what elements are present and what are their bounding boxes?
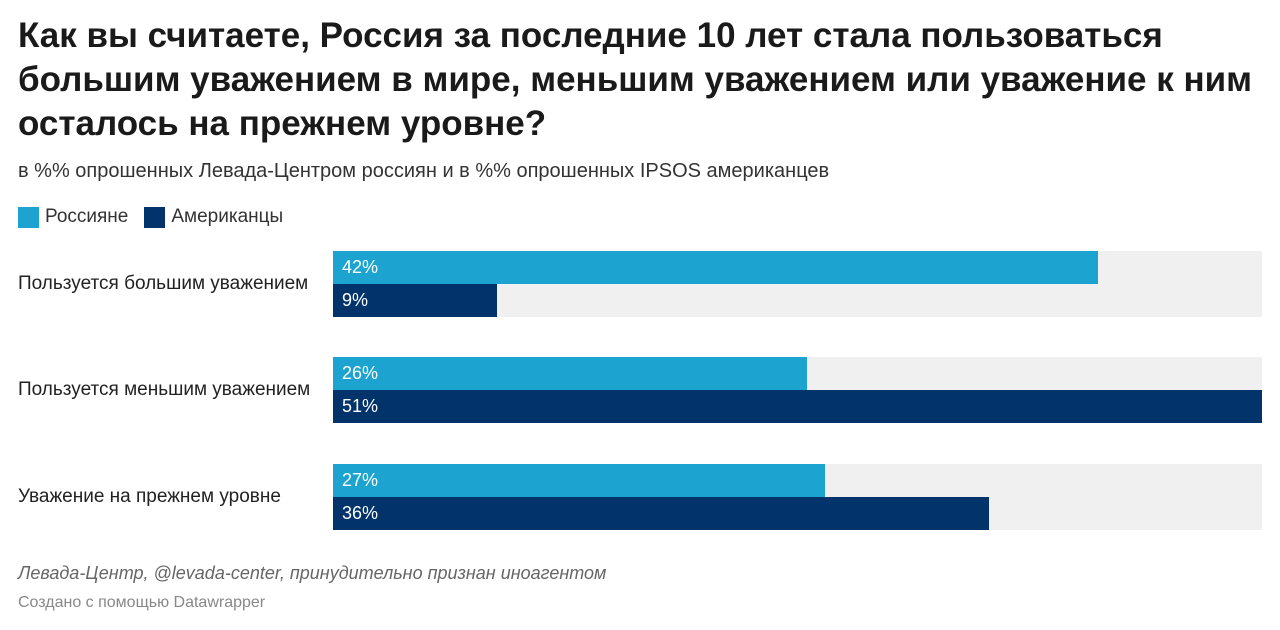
bar-track: 26% 51% (333, 357, 1262, 423)
source-note: Левада-Центр, @levada-center, принудител… (18, 563, 607, 583)
legend-label-russians: Россияне (45, 206, 129, 227)
bar-value-label: 42% (342, 257, 379, 277)
bar-value-label: 51% (342, 396, 379, 416)
bar-value-label: 26% (342, 363, 379, 383)
bar-russians: 26% (333, 357, 807, 390)
bar-value-label: 27% (342, 470, 379, 490)
legend-swatch-americans (144, 206, 166, 228)
bar-value-label: 36% (342, 503, 379, 523)
bar-track: 42% 9% (333, 251, 1262, 317)
legend-item-russians: Россияне (18, 206, 128, 228)
legend: Россияне Американцы (18, 206, 299, 228)
legend-label-americans: Американцы (171, 206, 284, 227)
bar-track: 27% 36% (333, 464, 1262, 530)
bar-russians: 27% (333, 464, 825, 497)
credit-note: Создано с помощью Datawrapper (18, 594, 266, 611)
legend-swatch-russians (18, 206, 39, 228)
bar-americans: 36% (333, 497, 989, 530)
category-label: Уважение на прежнем уровне (18, 486, 281, 507)
bar-russians: 42% (333, 251, 1098, 284)
legend-item-americans: Американцы (144, 206, 283, 228)
bar-americans: 9% (333, 284, 497, 317)
chart-subtitle: в %% опрошенных Левада-Центром россиян и… (18, 160, 830, 182)
category-label: Пользуется большим уважением (18, 273, 309, 294)
chart-title: Как вы считаете, Россия за последние 10 … (18, 16, 1253, 143)
category-label: Пользуется меньшим уважением (18, 379, 311, 400)
bar-value-label: 9% (342, 290, 369, 310)
bar-americans: 51% (333, 390, 1262, 423)
